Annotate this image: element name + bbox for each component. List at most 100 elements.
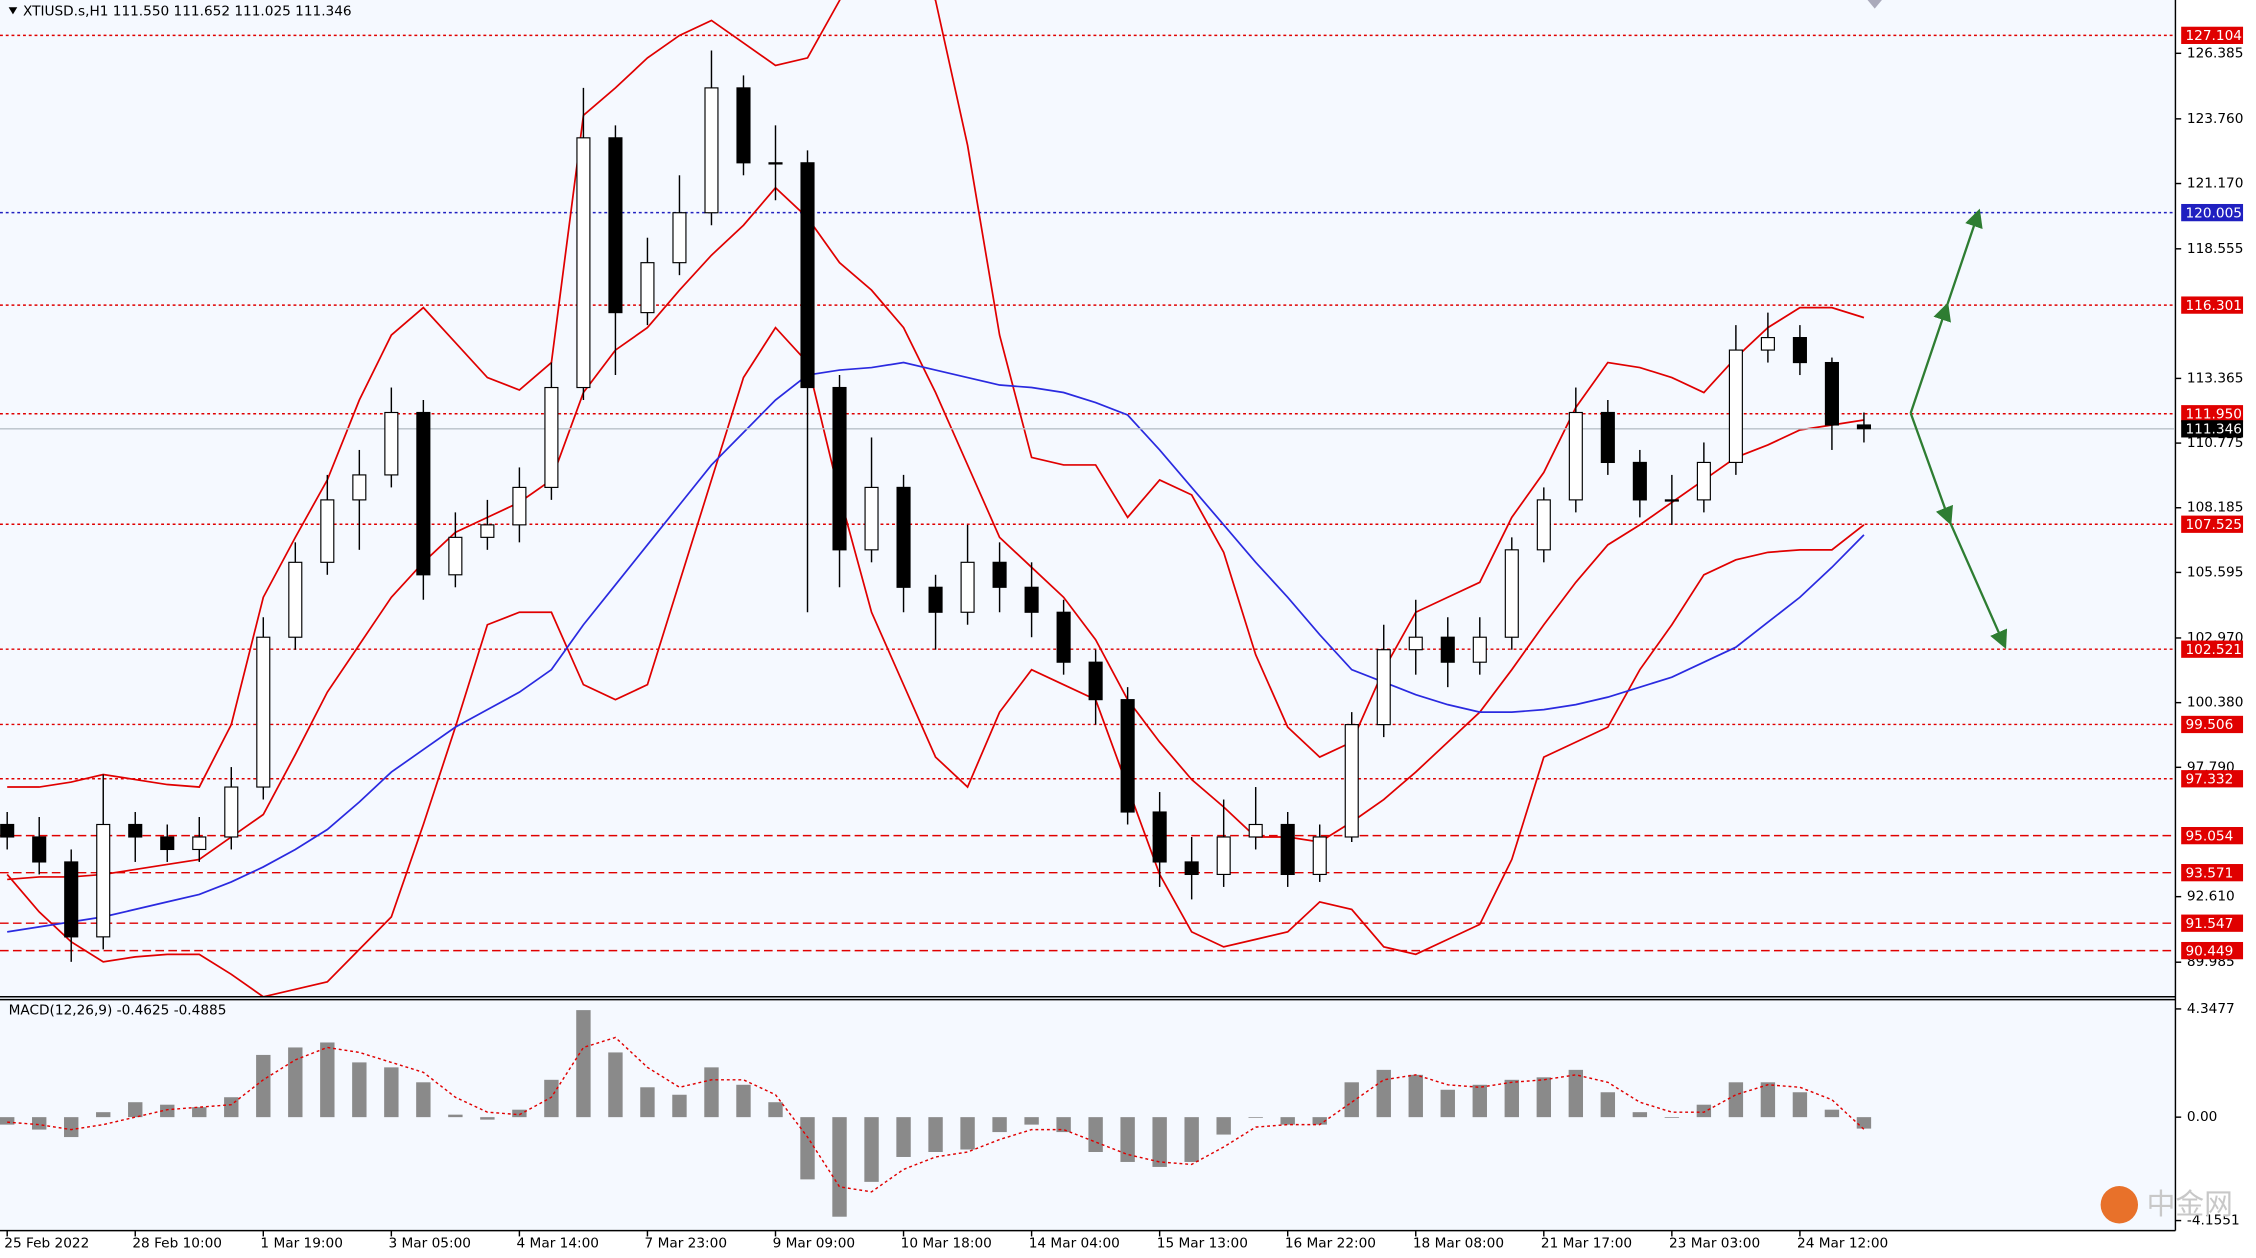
- macd-bar: [864, 1117, 879, 1182]
- macd-bar: [1664, 1117, 1680, 1118]
- candle-body: [224, 786, 239, 838]
- level-label: 107.525: [2186, 517, 2242, 533]
- level-label: 102.521: [2186, 642, 2242, 658]
- macd-bar: [1856, 1117, 1872, 1129]
- candle-body: [1120, 699, 1135, 813]
- y-tick-label: 105.595: [2187, 564, 2243, 580]
- level-label: 127.104: [2186, 28, 2242, 44]
- macd-bar: [320, 1042, 335, 1118]
- macd-bar: [1280, 1117, 1295, 1125]
- macd-bar: [1344, 1082, 1359, 1118]
- candle-body: [928, 586, 943, 613]
- candle-body: [1696, 461, 1711, 501]
- x-tick-label: 3 Mar 05:00: [388, 1236, 470, 1252]
- candle-body: [640, 262, 655, 314]
- level-label-box: [2181, 914, 2244, 932]
- macd-bar: [1408, 1074, 1423, 1118]
- macd-bar: [0, 1117, 15, 1125]
- last-price-box: [2181, 420, 2244, 438]
- level-label-box: [2181, 715, 2244, 734]
- y-tick-label: 0.00: [2187, 1109, 2217, 1125]
- down-arrow: [1909, 412, 2008, 650]
- candle-body: [64, 861, 79, 938]
- candle-body: [704, 87, 719, 214]
- level-label: 93.571: [2186, 865, 2234, 881]
- y-tick-label: -4.1551: [2187, 1213, 2240, 1229]
- x-tick-label: 14 Mar 04:00: [1029, 1236, 1120, 1252]
- macd-bar: [1472, 1084, 1487, 1118]
- macd-bar: [736, 1084, 751, 1118]
- macd-bar: [896, 1117, 911, 1157]
- candle-body: [1024, 586, 1039, 613]
- y-tick-label: 118.555: [2187, 241, 2243, 257]
- x-tick-label: 28 Feb 10:00: [132, 1236, 222, 1252]
- candle-body: [1088, 661, 1103, 701]
- level-label-box: [2181, 296, 2244, 314]
- candle-body: [1568, 411, 1583, 501]
- macd-title: MACD(12,26,9) -0.4625 -0.4885: [9, 1002, 227, 1018]
- x-tick-label: 9 Mar 09:00: [773, 1236, 855, 1252]
- candle-body: [608, 137, 623, 314]
- level-label-box: [2181, 640, 2244, 658]
- macd-bar: [1312, 1117, 1327, 1125]
- level-label: 111.950: [2186, 406, 2242, 422]
- candle-body: [1664, 499, 1679, 502]
- macd-bar: [1088, 1117, 1103, 1152]
- macd-bar: [960, 1117, 975, 1150]
- candle-body: [480, 524, 495, 538]
- macd-bar: [96, 1112, 111, 1118]
- candle-body: [1344, 724, 1359, 838]
- trend-arrows: [1909, 208, 2008, 650]
- x-tick-label: 23 Mar 03:00: [1669, 1236, 1760, 1252]
- macd-bar: [256, 1054, 271, 1118]
- x-tick-label: 24 Mar 12:00: [1797, 1236, 1888, 1252]
- candle-body: [1376, 649, 1391, 726]
- macd-bar: [704, 1067, 719, 1118]
- candle-body: [1312, 836, 1327, 876]
- macd-bar: [992, 1117, 1007, 1133]
- macd-bar: [672, 1094, 687, 1118]
- level-label: 91.547: [2186, 916, 2234, 932]
- y-tick-label: 108.185: [2187, 500, 2243, 516]
- macd-bar: [800, 1117, 815, 1180]
- level-label-box: [2181, 941, 2244, 960]
- candle-body: [288, 561, 303, 638]
- candle-body: [832, 386, 847, 551]
- level-label-box: [2181, 203, 2244, 222]
- candle-body: [1152, 811, 1167, 863]
- macd-bar: [224, 1097, 239, 1118]
- macd-bar: [832, 1117, 847, 1217]
- candle-body: [992, 561, 1007, 588]
- candle-body: [448, 536, 463, 576]
- candle-body: [1856, 424, 1871, 430]
- candle-body: [1792, 337, 1807, 364]
- macd-bar: [160, 1104, 175, 1118]
- macd-bar: [768, 1102, 783, 1118]
- candle-body: [384, 411, 399, 476]
- macd-bar: [1536, 1077, 1551, 1118]
- macd-bar: [576, 1010, 591, 1118]
- candle-body: [896, 486, 911, 588]
- x-tick-label: 10 Mar 18:00: [901, 1236, 992, 1252]
- macd-pane: [0, 1010, 1872, 1217]
- macd-bar: [608, 1052, 623, 1118]
- candle-body: [512, 486, 527, 526]
- macd-bar: [1152, 1117, 1167, 1167]
- candle-body: [1760, 337, 1775, 351]
- candle-body: [1248, 823, 1263, 838]
- indicator-line: [7, 361, 1865, 933]
- level-label-box: [2181, 405, 2244, 423]
- x-tick-label: 1 Mar 19:00: [260, 1236, 342, 1252]
- macd-bar: [1248, 1117, 1263, 1118]
- x-tick-label: 21 Mar 17:00: [1541, 1236, 1632, 1252]
- indicator-line: [7, 0, 1865, 788]
- candle-body: [320, 499, 335, 563]
- shift-marker: [1867, 0, 1882, 9]
- macd-bar: [1760, 1082, 1776, 1118]
- candle-body: [1184, 861, 1199, 876]
- level-label-box: [2181, 26, 2244, 44]
- candle-body: [960, 561, 975, 613]
- y-tick-label: 110.775: [2187, 435, 2243, 451]
- candle-body: [160, 836, 175, 851]
